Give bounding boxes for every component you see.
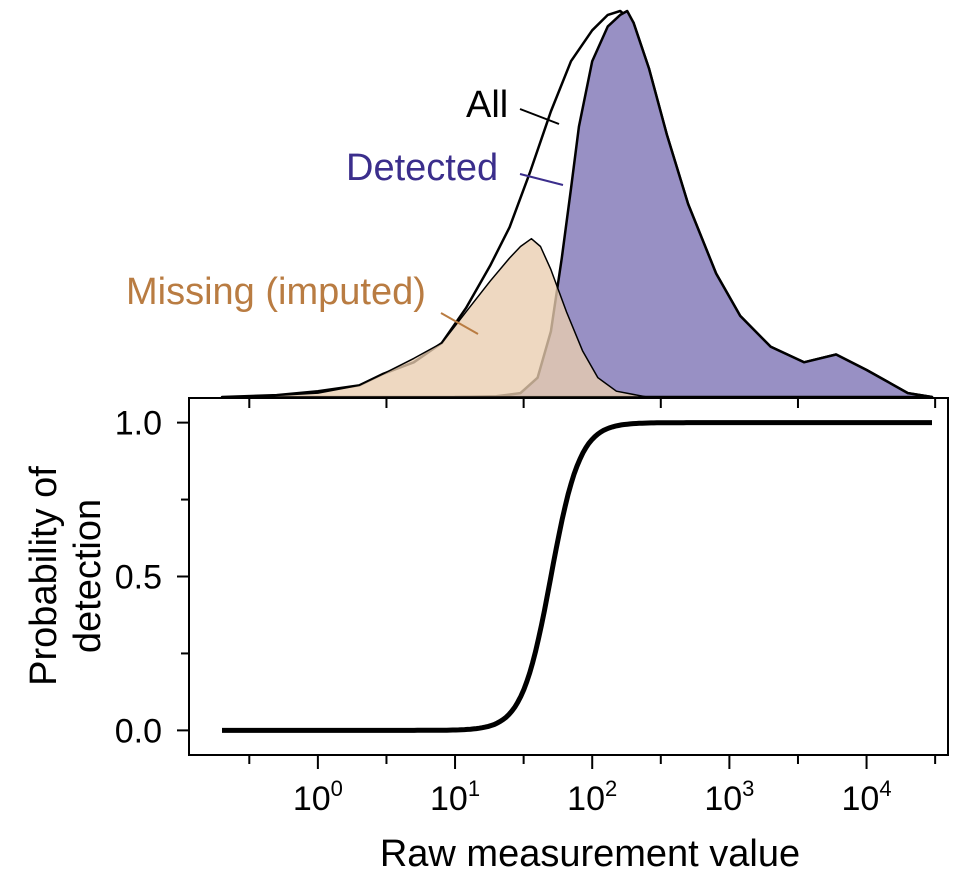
y-tick-label: 1.0: [115, 405, 162, 443]
plot-frame: [188, 397, 949, 756]
x-tick-label: 103: [704, 776, 754, 818]
y-axis-label: Probability of detection: [23, 466, 109, 686]
probability-curve: [222, 420, 932, 733]
label-all: All: [466, 84, 508, 126]
label-detected: Detected: [346, 147, 498, 189]
density-panel: [220, 9, 934, 399]
label-missing: Missing (imputed): [126, 271, 426, 313]
x-axis: 100 101 102 103 104: [248, 398, 937, 818]
density-annotations: All Detected Missing (imputed): [126, 84, 564, 335]
y-tick-label: 0.5: [115, 559, 162, 597]
leader-all: [519, 108, 560, 125]
x-tick-label: 102: [567, 776, 617, 818]
y-axis-label-line1: Probability of: [23, 466, 65, 686]
y-tick-label: 0.0: [115, 712, 162, 750]
y-axis-label-line2: detection: [67, 499, 109, 653]
x-tick-label: 100: [293, 776, 343, 818]
x-axis-label: Raw measurement value: [380, 833, 800, 874]
x-tick-label: 104: [842, 776, 892, 818]
density-missing: [245, 237, 648, 398]
leader-detected: [519, 173, 564, 186]
leader-missing: [440, 312, 479, 335]
y-axis: 0.0 0.5 1.0: [115, 405, 189, 750]
x-tick-label: 101: [430, 776, 480, 818]
